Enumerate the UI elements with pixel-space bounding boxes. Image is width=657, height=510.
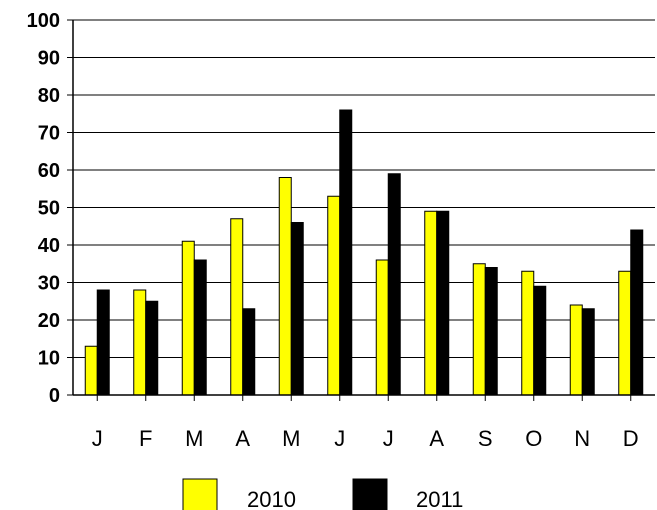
y-tick-label: 50 xyxy=(38,198,60,220)
legend-swatch-2011 xyxy=(352,478,388,510)
bar-2010-11 xyxy=(618,270,632,396)
x-tick-label: D xyxy=(623,426,639,451)
bar-2011-9 xyxy=(533,285,547,396)
bar-2010-0 xyxy=(84,345,98,396)
bar-2011-5 xyxy=(339,109,353,396)
bar-2010-4 xyxy=(278,177,292,396)
y-tick-label: 100 xyxy=(27,10,60,32)
y-tick-label: 30 xyxy=(38,273,60,295)
bar-2011-0 xyxy=(96,289,110,396)
bar-2011-8 xyxy=(484,267,498,396)
x-tick-label: A xyxy=(235,426,250,451)
bar-2011-10 xyxy=(581,308,595,396)
bar-2010-1 xyxy=(133,289,147,396)
x-tick-label: J xyxy=(383,426,394,451)
bar-2010-9 xyxy=(521,270,535,396)
y-tick-label: 0 xyxy=(49,385,60,407)
legend-swatch-2010 xyxy=(182,478,218,510)
bar-2010-7 xyxy=(424,210,438,396)
bar-2010-8 xyxy=(472,263,486,396)
x-tick-label: J xyxy=(92,426,103,451)
y-tick-label: 40 xyxy=(38,235,60,257)
axes xyxy=(67,19,655,401)
bar-2010-3 xyxy=(230,218,244,396)
bar-2010-2 xyxy=(181,240,195,396)
x-tick-label: A xyxy=(429,426,444,451)
legend-label-2010: 2010 xyxy=(247,487,296,510)
x-tick-label: M xyxy=(185,426,203,451)
x-tick-label: J xyxy=(334,426,345,451)
bar-2010-6 xyxy=(375,259,389,396)
bar-2011-11 xyxy=(630,229,644,396)
bar-2011-3 xyxy=(242,308,256,396)
x-tick-label: S xyxy=(478,426,493,451)
bar-2011-4 xyxy=(290,222,304,396)
gridlines xyxy=(73,19,655,358)
y-tick-label: 20 xyxy=(38,310,60,332)
legend-label-2011: 2011 xyxy=(416,487,463,510)
bar-2010-5 xyxy=(327,195,341,396)
y-axis-ticks: 0 10 20 30 40 50 60 70 80 90 100 xyxy=(27,10,60,407)
y-tick-label: 70 xyxy=(38,123,60,145)
bar-2011-7 xyxy=(436,210,450,396)
x-tick-label: N xyxy=(574,426,590,451)
y-tick-label: 10 xyxy=(38,348,60,370)
x-tick-label: F xyxy=(139,426,152,451)
bar-2010-10 xyxy=(569,304,583,396)
legend: 2010 2011 xyxy=(182,478,463,510)
y-tick-label: 60 xyxy=(38,160,60,182)
x-tick-label: O xyxy=(525,426,542,451)
bar-2011-2 xyxy=(193,259,207,396)
bars xyxy=(84,109,644,396)
y-tick-label: 80 xyxy=(38,85,60,107)
bar-2011-1 xyxy=(145,300,159,396)
y-tick-label: 90 xyxy=(38,48,60,70)
x-tick-label: M xyxy=(282,426,300,451)
bar-2011-6 xyxy=(387,173,401,396)
